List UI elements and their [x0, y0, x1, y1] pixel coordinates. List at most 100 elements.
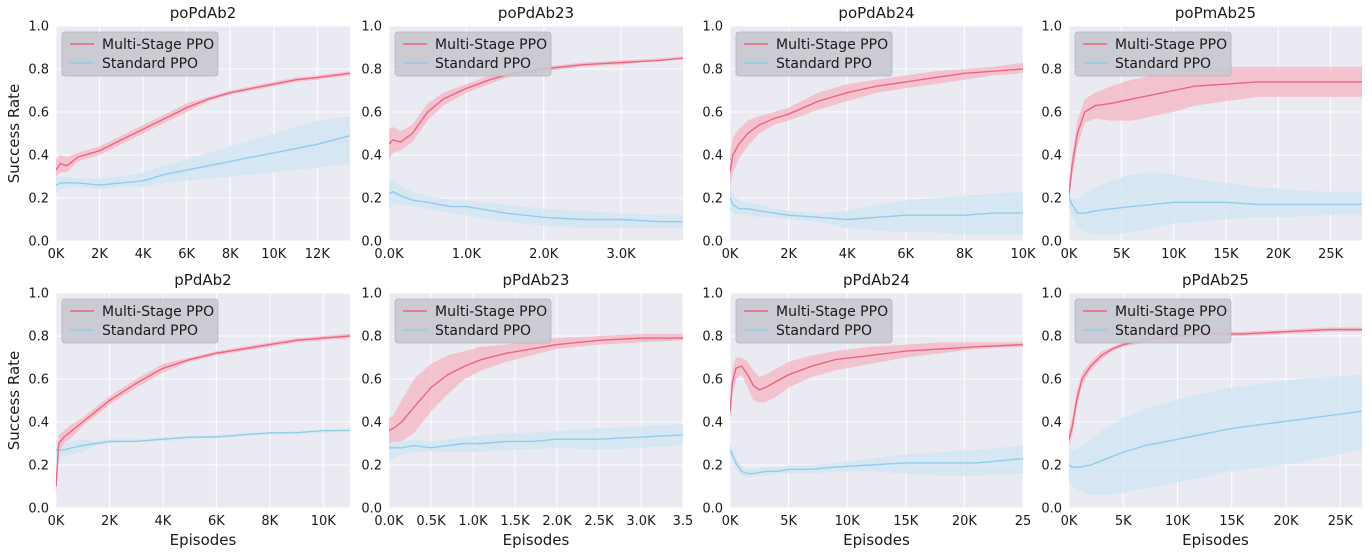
y-tick-label: 0.4 [702, 149, 723, 164]
x-tick-label: 2K [780, 247, 797, 262]
legend: Multi-Stage PPO Standard PPO [735, 31, 893, 77]
y-tick-label: 0.8 [702, 63, 723, 78]
legend-label: Standard PPO [1115, 56, 1211, 72]
multi-stage-ppo-line [56, 335, 350, 487]
x-tick-label: 1.0K [458, 514, 488, 529]
x-tick-label: 20K [1273, 514, 1299, 529]
y-tick-label: 0.6 [361, 373, 382, 388]
x-tick-label: 10K [311, 514, 337, 529]
subplot-title: pPdAb25 [1182, 271, 1249, 289]
legend-label: Standard PPO [435, 56, 531, 72]
standard-ppo-band [56, 428, 350, 461]
x-tick-label: 4K [135, 247, 152, 262]
x-tick-label: 2K [91, 247, 108, 262]
y-tick-label: 1.0 [1041, 287, 1062, 302]
legend-box [1074, 31, 1232, 77]
y-tick-label: 1.0 [28, 20, 49, 35]
x-tick-label: 4K [839, 247, 856, 262]
standard-ppo-band [1069, 172, 1362, 235]
y-tick-label: 0.4 [361, 416, 382, 431]
y-tick-label: 0.8 [28, 330, 49, 345]
standard-ppo-band [56, 116, 350, 194]
x-axis-label: Episodes [843, 531, 910, 549]
legend: Multi-Stage PPO Standard PPO [394, 298, 552, 344]
standard-ppo-line [1069, 410, 1362, 468]
x-axis-label: Episodes [1182, 531, 1249, 549]
y-tick-label: 0.2 [28, 459, 49, 474]
y-tick-label: 0.0 [28, 502, 49, 517]
x-tick-label: 0K [722, 247, 739, 262]
y-tick-label: 0.0 [1041, 235, 1062, 250]
x-tick-label: 10K [1165, 514, 1191, 529]
x-tick-label: 3.0K [607, 247, 637, 262]
x-tick-label: 15K [1219, 514, 1245, 529]
subplot-pPdAb23: 0.0 0.2 0.4 0.6 0.8 1.0 0.0K 0.5K 1.0K 1.5K 2.0K 2.… [361, 271, 693, 549]
y-tick-label: 0.8 [28, 63, 49, 78]
y-tick-label: 0.8 [1041, 330, 1062, 345]
y-tick-label: 0.2 [361, 192, 382, 207]
x-tick-label: 2.0K [529, 247, 559, 262]
x-tick-label: 8K [222, 247, 239, 262]
legend-label: Standard PPO [102, 323, 198, 339]
multi-stage-ppo-line [1069, 328, 1362, 440]
y-tick-label: 0.4 [1041, 149, 1062, 164]
legend-label: Multi-Stage PPO [435, 37, 547, 53]
x-tick-label: 12K [305, 247, 331, 262]
multi-stage-ppo-line [1069, 81, 1362, 194]
y-tick-label: 0.2 [702, 192, 723, 207]
subplot-poPdAb24: 0.0 0.2 0.4 0.6 0.8 1.0 0K 2K 4K 6K 8K 10K poPdAb24 M… [702, 4, 1036, 262]
legend-box [394, 298, 552, 344]
x-tick-label: 1.0K [452, 247, 482, 262]
x-tick-label: 0K [1061, 514, 1078, 529]
standard-ppo-band [389, 424, 683, 461]
x-tick-label: 2K [101, 514, 118, 529]
legend-box [61, 298, 219, 344]
x-tick-label: 0K [48, 514, 65, 529]
x-tick-label: 0.0K [374, 514, 404, 529]
legend-label: Standard PPO [435, 323, 531, 339]
x-tick-label: 15K [893, 514, 919, 529]
y-tick-label: 0.0 [1041, 502, 1062, 517]
multi-stage-ppo-line [56, 72, 350, 171]
legend-box [735, 31, 893, 77]
subplot-title: pPdAb2 [174, 271, 231, 289]
y-tick-label: 1.0 [28, 287, 49, 302]
x-tick-label: 6K [208, 514, 225, 529]
x-tick-label: 10K [261, 247, 287, 262]
y-tick-label: 0.4 [702, 416, 723, 431]
y-tick-label: 0.6 [28, 106, 49, 121]
x-tick-label: 4K [155, 514, 172, 529]
legend-label: Multi-Stage PPO [102, 304, 214, 320]
y-tick-label: 0.8 [1041, 63, 1062, 78]
legend: Multi-Stage PPO Standard PPO [735, 298, 893, 344]
legend: Multi-Stage PPO Standard PPO [61, 31, 219, 77]
x-tick-label: 8K [956, 247, 973, 262]
standard-ppo-band [389, 178, 683, 229]
x-tick-label: 10K [1161, 247, 1187, 262]
legend-label: Multi-Stage PPO [102, 37, 214, 53]
subplot-poPdAb23: 0.0 0.2 0.4 0.6 0.8 1.0 0.0K 1.0K 2.0K 3.0K poPdAb… [361, 4, 683, 262]
subplot-poPdAb2: 0.0 0.2 0.4 0.6 0.8 1.0 0K 2K 4K 6K 8K 10K 12K poPdAb… [5, 4, 350, 262]
x-tick-label: 10K [1010, 247, 1036, 262]
x-tick-label: 10K [835, 514, 861, 529]
y-tick-label: 1.0 [702, 287, 723, 302]
y-tick-label: 0.8 [702, 330, 723, 345]
y-tick-label: 1.0 [361, 20, 382, 35]
x-tick-label: 0K [48, 247, 65, 262]
x-tick-label: 6K [178, 247, 195, 262]
standard-ppo-line [389, 190, 683, 223]
y-tick-label: 0.0 [361, 502, 382, 517]
legend-label: Standard PPO [776, 323, 872, 339]
subplot-title: pPdAb23 [503, 271, 570, 289]
legend-box [1074, 298, 1232, 344]
subplot-title: poPdAb2 [170, 4, 237, 22]
legend-label: Multi-Stage PPO [435, 304, 547, 320]
y-tick-label: 0.6 [702, 106, 723, 121]
legend-box [61, 31, 219, 77]
x-tick-label: 25K [1318, 247, 1344, 262]
y-tick-label: 0.4 [1041, 416, 1062, 431]
x-axis-label: Episodes [503, 531, 570, 549]
subplot-poPmAb25: 0.0 0.2 0.4 0.6 0.8 1.0 0K 5K 10K 15K 20K 25K poPmAb… [1041, 4, 1362, 262]
y-tick-label: 0.4 [28, 416, 49, 431]
